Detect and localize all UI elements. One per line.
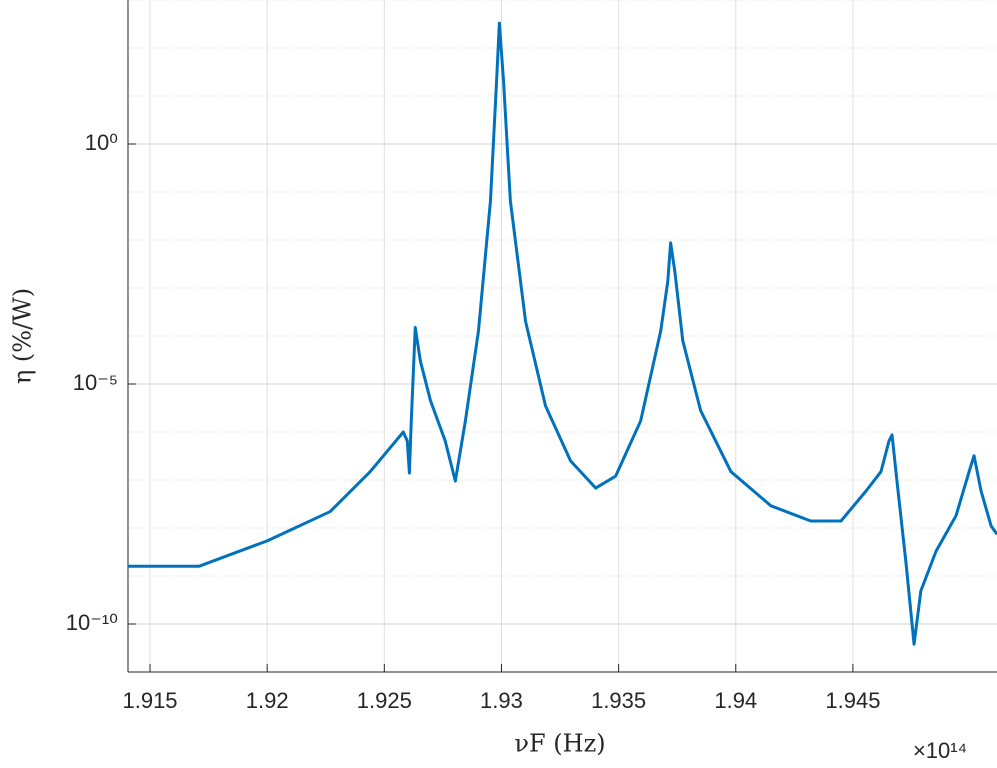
x-tick-label: 1.925 <box>357 688 412 713</box>
data-line <box>128 21 997 646</box>
x-tick-label: 1.93 <box>480 688 523 713</box>
y-tick-label: 10⁻⁵ <box>73 370 118 395</box>
x-tick-label: 1.92 <box>246 688 289 713</box>
x-multiplier: ×10¹⁴ <box>913 738 967 763</box>
x-tick-label: 1.935 <box>591 688 646 713</box>
x-tick-label: 1.915 <box>122 688 177 713</box>
y-tick-label: 10⁰ <box>85 130 118 155</box>
x-axis-label: νF (Hz) <box>514 730 605 758</box>
y-tick-label: 10⁻¹⁰ <box>66 610 118 635</box>
x-tick-label: 1.94 <box>714 688 757 713</box>
y-axis-label: η (%/W) <box>9 288 37 384</box>
x-tick-label: 1.945 <box>825 688 880 713</box>
